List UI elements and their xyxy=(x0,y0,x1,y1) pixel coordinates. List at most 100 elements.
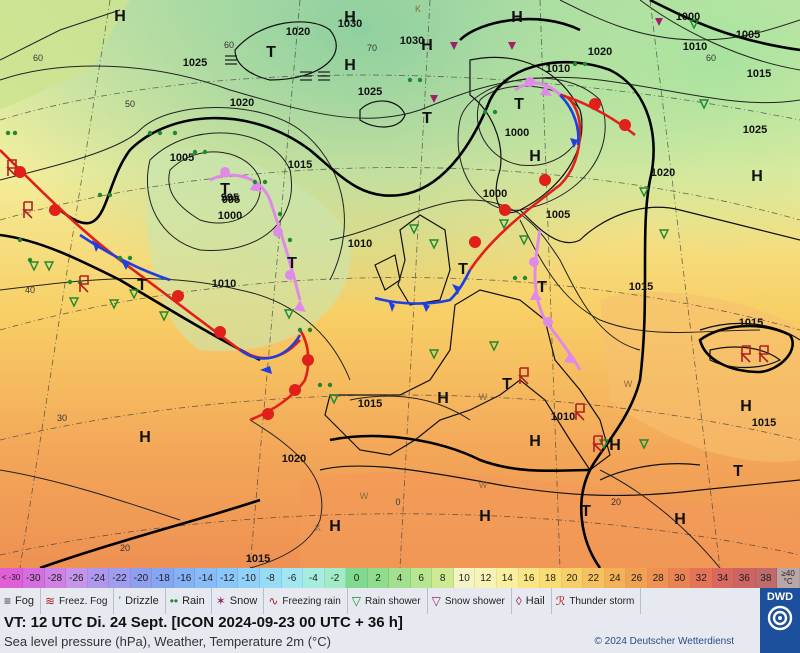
legend-label: Snow xyxy=(229,594,258,607)
snow-shower-icon: ▽ xyxy=(431,594,441,608)
weather-map-canvas: 1025 1020 1030 1030 1020 995 1000 1010 1005 1015 1… xyxy=(0,0,800,570)
high-pressure-marker: H xyxy=(344,57,356,74)
scale-cell: -30 xyxy=(23,568,45,588)
isobar-value-label: 1000 xyxy=(218,210,242,222)
temperature-color-scale: < -30 -30 -28 -26 -24 -22 -20 -18 -16 -14 -12 -10 -8… xyxy=(0,568,800,588)
weather-map: 1025 1020 1030 1030 1020 995 1000 1010 1005 1015 1… xyxy=(0,0,800,570)
pressure-centers: H H H H H H H H H H H H H H H T T T T T T T T T T T xyxy=(114,8,763,535)
low-pressure-marker: T xyxy=(266,44,276,61)
isobar-value-label: 1000 xyxy=(483,188,507,200)
legend-label: Snow shower xyxy=(444,595,505,607)
minor-label: 20 xyxy=(611,497,621,507)
isobar-value-label: 1010 xyxy=(546,63,570,75)
legend-item: ’ Drizzle xyxy=(114,588,166,614)
high-pressure-marker: H xyxy=(740,398,752,415)
minor-label: W xyxy=(360,491,369,501)
isobar-value-label: 1005 xyxy=(546,209,570,221)
isobar-value-label: 1025 xyxy=(743,124,767,136)
low-pressure-marker: T xyxy=(514,96,524,113)
dwd-logo: DWD xyxy=(760,588,800,653)
scale-cell: -28 xyxy=(44,568,67,588)
minor-label: 60 xyxy=(706,53,716,63)
scale-cell: -26 xyxy=(66,568,88,588)
coastlines xyxy=(234,21,800,497)
scale-cell: 38 xyxy=(755,568,778,588)
isobar-value-label: 1010 xyxy=(212,278,236,290)
logo-swirl-icon xyxy=(767,605,793,631)
scale-cell: 28 xyxy=(647,568,670,588)
scale-cell: -8 xyxy=(260,568,282,588)
legend-label: Rain xyxy=(182,594,205,607)
low-pressure-marker: T xyxy=(733,463,743,480)
minor-label: 60 xyxy=(33,53,43,63)
minor-label: 0 xyxy=(395,497,400,507)
scale-min-label: < -30 xyxy=(0,568,23,588)
minor-label: W xyxy=(624,379,633,389)
copyright: © 2024 Deutscher Wetterdienst xyxy=(594,636,734,647)
low-pressure-marker: T xyxy=(581,503,591,520)
minor-label: 30 xyxy=(57,413,67,423)
legend-label: Fog xyxy=(15,594,34,607)
isobar-value-label: 1020 xyxy=(282,453,306,465)
hail-icon: ◊ xyxy=(515,594,522,608)
legend-item: ℛ Thunder storm xyxy=(552,588,642,614)
low-pressure-marker: T xyxy=(287,255,297,272)
scale-cell: 32 xyxy=(690,568,713,588)
scale-cell: -2 xyxy=(324,568,347,588)
rain-shower-icon: ▽ xyxy=(351,594,361,608)
scale-cell: 24 xyxy=(604,568,627,588)
isobar-value-label: 1015 xyxy=(752,417,776,429)
scale-cell: 2 xyxy=(367,568,390,588)
legend-item: ∿ Freezing rain xyxy=(264,588,348,614)
minor-label: K xyxy=(415,4,421,14)
legend-item: ✶ Snow xyxy=(212,588,265,614)
scale-cell: 30 xyxy=(669,568,691,588)
freezing-fog-icon: ≋ xyxy=(44,594,56,608)
low-pressure-marker: T xyxy=(502,376,512,393)
legend-item: •• Rain xyxy=(166,588,212,614)
isobar-value-label: 1020 xyxy=(651,167,675,179)
minor-label: 40 xyxy=(25,285,35,295)
thunderstorm-icon: ℛ xyxy=(555,594,566,608)
high-pressure-marker: H xyxy=(421,37,433,54)
isobar-value-label: 1010 xyxy=(551,411,575,423)
low-pressure-marker: T xyxy=(458,261,468,278)
rain-symbols xyxy=(5,61,588,388)
legend-label: Freez. Fog xyxy=(59,595,108,607)
fog-symbols xyxy=(225,55,330,81)
minor-label: 60 xyxy=(224,40,234,50)
isobar-value-label: 1015 xyxy=(358,398,382,410)
scale-cell: 22 xyxy=(583,568,605,588)
isobar-value-label: 1010 xyxy=(683,41,707,53)
scale-cell: 14 xyxy=(497,568,519,588)
weather-legend: ≡ Fog ≋ Freez. Fog ’ Drizzle •• Rain ✶ Snow ∿ Freez… xyxy=(0,588,760,614)
pressure-labels: 1025 1020 1030 1030 1020 995 1000 1010 1005 1015 1… xyxy=(170,11,776,565)
legend-item: ▽ Snow shower xyxy=(428,588,512,614)
scale-cell: 10 xyxy=(453,568,476,588)
isobar-value-label: 995 xyxy=(222,194,240,206)
snow-symbols xyxy=(430,18,663,103)
scale-cell: -10 xyxy=(238,568,261,588)
low-pressure-marker: T xyxy=(137,277,147,294)
isobar-value-label: 1020 xyxy=(588,46,612,58)
legend-item: ≡ Fog xyxy=(0,588,41,614)
scale-cell: -12 xyxy=(216,568,239,588)
minor-label: W xyxy=(479,480,488,490)
scale-cell: 36 xyxy=(734,568,756,588)
low-pressure-marker: T xyxy=(537,279,547,296)
isobar-value-label: 1025 xyxy=(358,86,382,98)
isobar-value-label: 1030 xyxy=(400,35,424,47)
isobar-value-label: 1015 xyxy=(288,159,312,171)
isobar-value-label: 1020 xyxy=(230,97,254,109)
legend-label: Freezing rain xyxy=(282,595,341,607)
isobar-value-label: 1005 xyxy=(736,29,760,41)
low-pressure-marker: T xyxy=(422,110,432,127)
map-subtitle: Sea level pressure (hPa), Weather, Tempe… xyxy=(4,634,331,649)
isobar-value-label: 1030 xyxy=(338,18,362,30)
map-info: VT: 12 UTC Di. 24 Sept. [ICON 2024-09-23… xyxy=(0,614,760,653)
thunderstorm-symbols xyxy=(6,159,769,453)
high-pressure-marker: H xyxy=(529,433,541,450)
isobar-value-label: 1015 xyxy=(629,281,653,293)
latitude-and-wind-labels: 60 50 40 30 20 0 20 K K W W W W 60 70 60 xyxy=(25,4,716,553)
high-pressure-marker: H xyxy=(674,511,686,528)
